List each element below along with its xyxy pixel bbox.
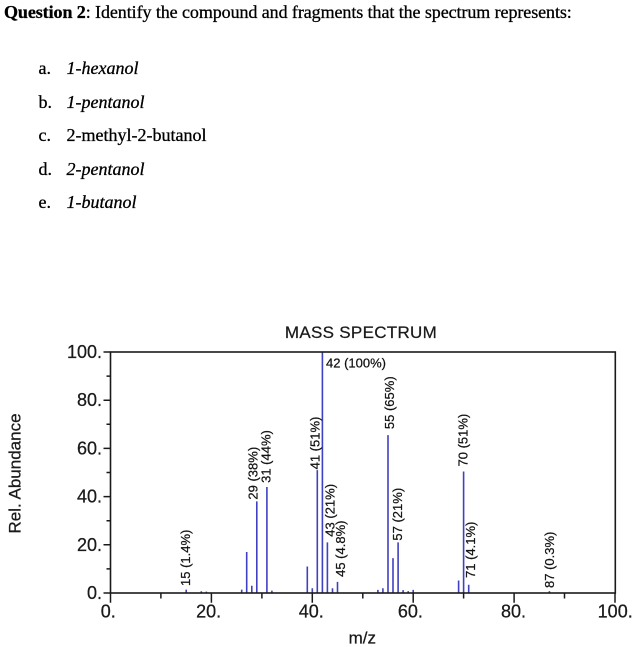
svg-text:100.: 100. (598, 602, 633, 622)
svg-text:87 (0.3%): 87 (0.3%) (542, 532, 557, 588)
svg-text:42 (100%): 42 (100%) (326, 356, 386, 371)
svg-text:80.: 80. (501, 602, 526, 622)
svg-text:Rel. Abundance: Rel. Abundance (6, 413, 25, 533)
svg-text:100.: 100. (67, 342, 102, 362)
svg-text:20.: 20. (196, 602, 221, 622)
svg-text:15 (1.4%): 15 (1.4%) (178, 530, 193, 586)
svg-text:0.: 0. (101, 602, 116, 622)
svg-text:41 (51%): 41 (51%) (307, 417, 322, 470)
svg-text:57 (21%): 57 (21%) (390, 488, 405, 541)
svg-text:40.: 40. (77, 487, 102, 507)
svg-text:MASS SPECTRUM: MASS SPECTRUM (285, 323, 437, 342)
svg-text:29 (38%): 29 (38%) (245, 447, 260, 500)
svg-text:80.: 80. (77, 390, 102, 410)
svg-text:71 (4.1%): 71 (4.1%) (463, 522, 478, 578)
svg-text:43 (21%): 43 (21%) (323, 484, 338, 537)
svg-text:70 (51%): 70 (51%) (455, 414, 470, 467)
svg-text:60.: 60. (77, 438, 102, 458)
svg-text:31 (44%): 31 (44%) (259, 430, 274, 483)
svg-text:0.: 0. (87, 583, 102, 603)
svg-text:45 (4.8%): 45 (4.8%) (333, 521, 348, 577)
svg-text:55 (65%): 55 (65%) (382, 376, 397, 429)
svg-text:60.: 60. (398, 602, 423, 622)
svg-text:40.: 40. (299, 602, 324, 622)
svg-text:20.: 20. (77, 535, 102, 555)
svg-text:m/z: m/z (349, 629, 376, 647)
